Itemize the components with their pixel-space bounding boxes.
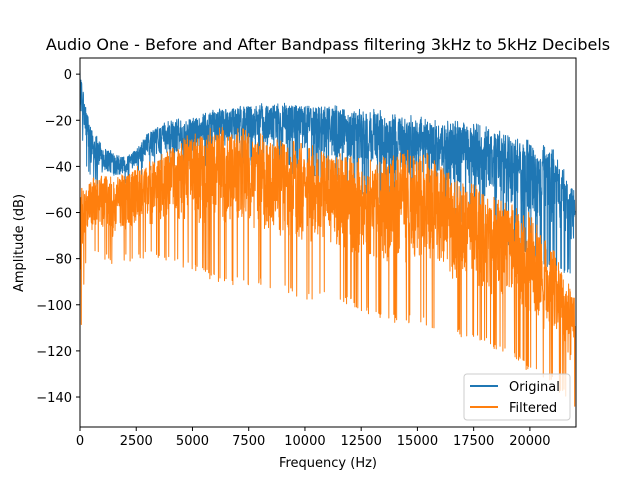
plot-frame <box>79 57 577 428</box>
x-axis-label: Frequency (Hz) <box>279 456 377 471</box>
legend-label-filtered: Filtered <box>509 401 557 416</box>
y-tick-label: −20 <box>45 114 72 129</box>
x-tick-label: 0 <box>76 434 84 449</box>
y-tick-label: −60 <box>45 207 72 222</box>
x-tick-label: 7500 <box>232 434 265 449</box>
x-tick-label: 20000 <box>509 434 550 449</box>
x-axis: 0 2500 5000 7500 10000 12500 15000 17500 20000 <box>76 427 551 449</box>
y-tick-label: 0 <box>64 68 72 83</box>
y-tick-label: −140 <box>36 391 72 406</box>
plot-area <box>79 57 577 428</box>
y-tick-label: −120 <box>36 345 72 360</box>
x-tick-label: 15000 <box>397 434 438 449</box>
x-tick-label: 10000 <box>284 434 325 449</box>
x-tick-label: 12500 <box>340 434 381 449</box>
y-tick-label: −80 <box>45 253 72 268</box>
y-tick-label: −100 <box>36 299 72 314</box>
chart-title: Audio One - Before and After Bandpass fi… <box>46 35 610 54</box>
y-axis: 0 −20 −40 −60 −80 −100 −120 −140 <box>36 68 80 406</box>
y-tick-label: −40 <box>45 160 72 175</box>
legend: Original Filtered <box>463 373 571 421</box>
series-line-original <box>79 69 576 274</box>
y-axis-label: Amplitude (dB) <box>12 194 27 292</box>
x-tick-label: 17500 <box>453 434 494 449</box>
x-tick-label: 5000 <box>176 434 209 449</box>
series-line-filtered <box>79 126 576 407</box>
legend-label-original: Original <box>509 380 560 395</box>
series-layer <box>79 69 576 407</box>
x-tick-label: 2500 <box>120 434 153 449</box>
